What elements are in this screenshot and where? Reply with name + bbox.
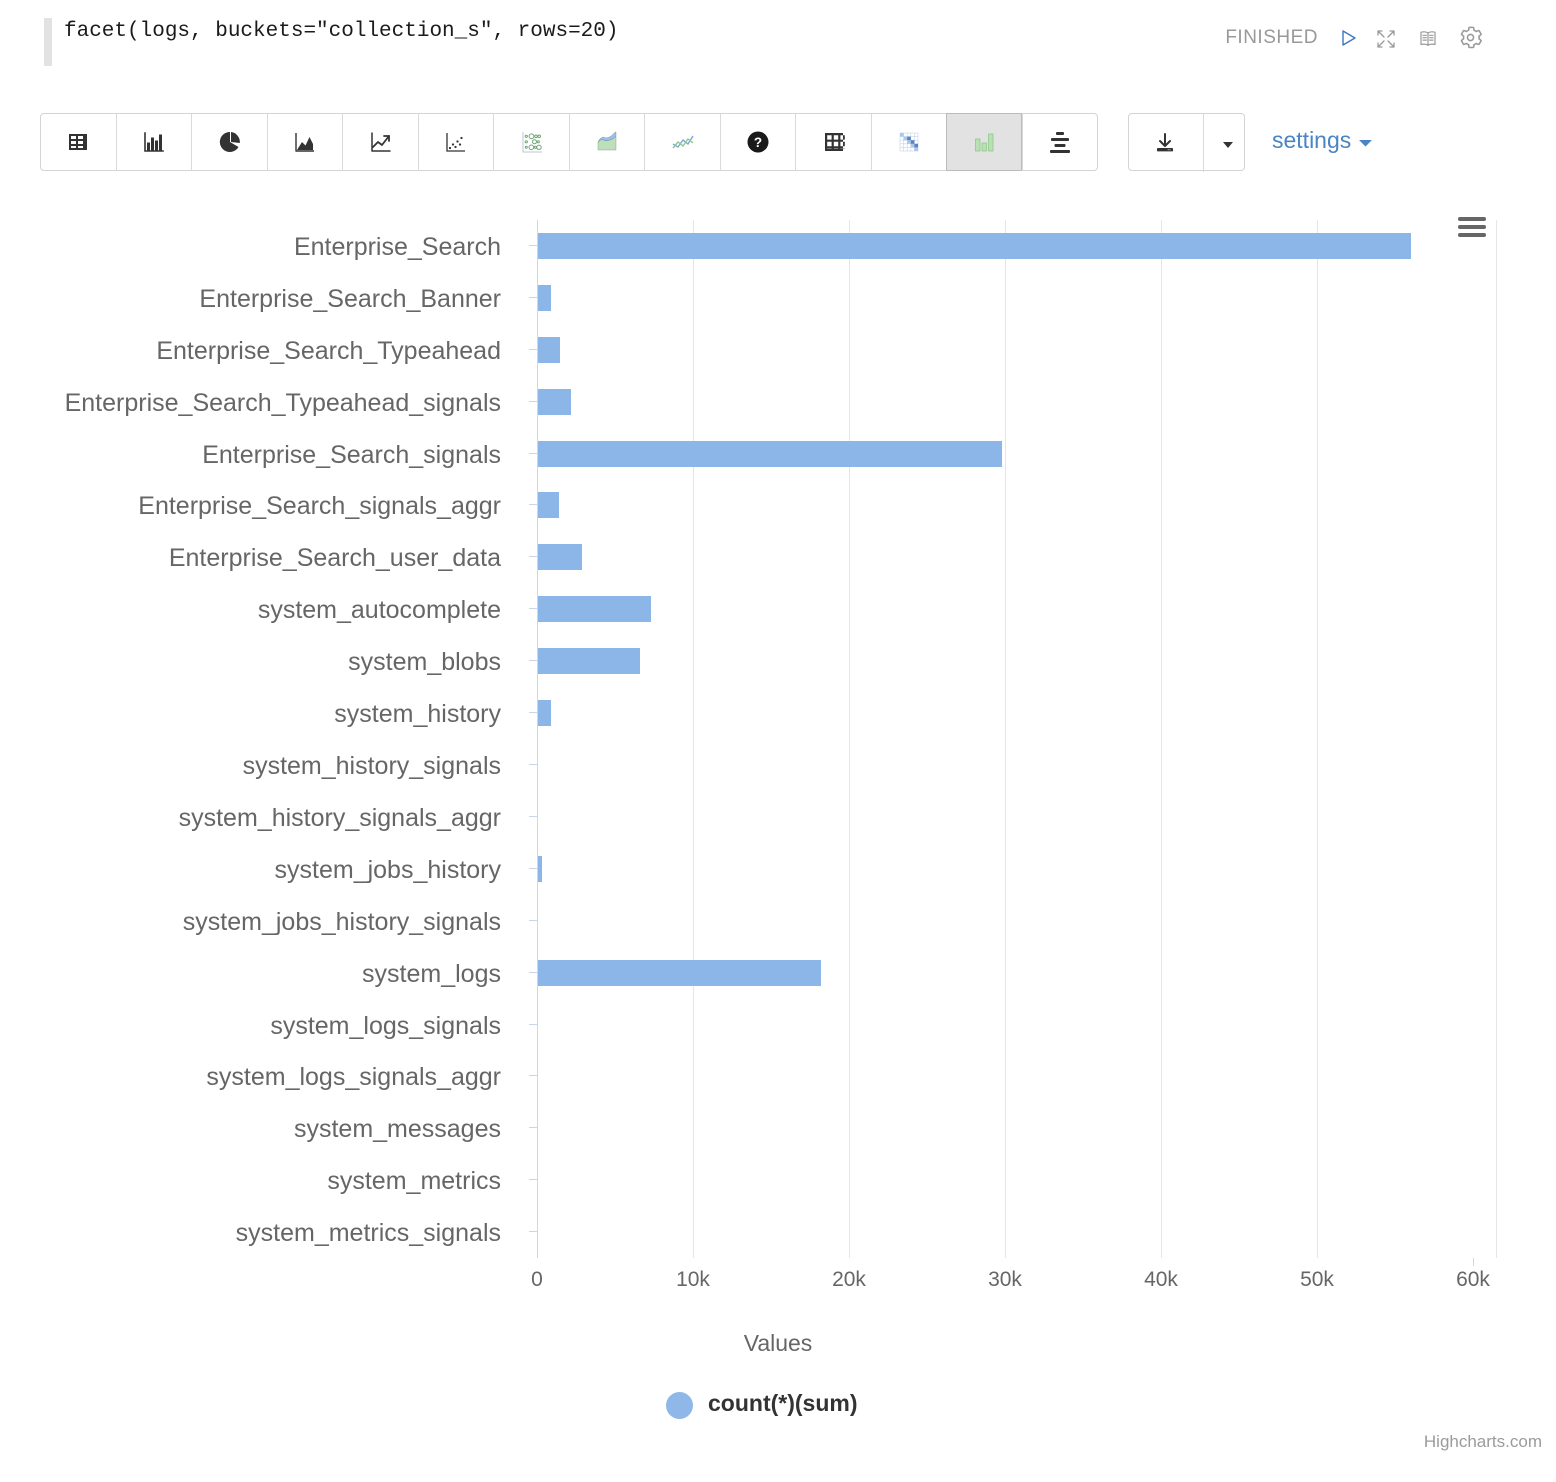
svg-text:?: ?	[754, 135, 762, 150]
